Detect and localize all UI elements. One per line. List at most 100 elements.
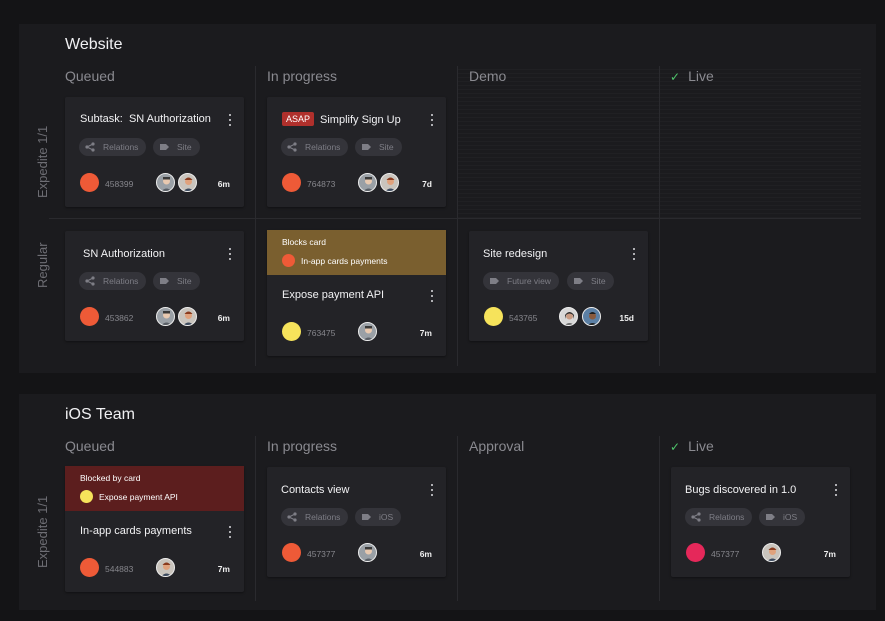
tag-site[interactable]: Site xyxy=(567,272,614,290)
tag-relations[interactable]: Relations xyxy=(685,508,753,526)
column-header-queued[interactable]: Queued xyxy=(65,68,115,84)
card-bugs-discovered[interactable]: Bugs discovered in 1.0 Relations iOS 457… xyxy=(671,467,850,577)
card-title: Contacts view xyxy=(281,484,350,496)
time-estimate: 7m xyxy=(217,564,230,574)
avatar[interactable] xyxy=(156,307,175,326)
tag-site[interactable]: Site xyxy=(153,138,200,156)
time-estimate: 6m xyxy=(217,313,230,323)
lane-label-regular: Regular xyxy=(35,242,50,288)
card-title: Bugs discovered in 1.0 xyxy=(685,484,797,496)
share-icon xyxy=(287,142,297,152)
priority-dot xyxy=(282,543,301,562)
card-contacts-view[interactable]: Contacts view Relations iOS 457377 6m xyxy=(267,467,446,577)
more-options-icon[interactable] xyxy=(228,248,232,260)
avatar[interactable] xyxy=(559,307,578,326)
column-header-queued[interactable]: Queued xyxy=(65,438,115,454)
card-title-text: SN Authorization xyxy=(128,113,211,125)
tag-label: Site xyxy=(379,142,394,152)
avatar[interactable] xyxy=(582,307,601,326)
column-header-in-progress[interactable]: In progress xyxy=(267,438,338,454)
column-header-live[interactable]: ✓ Live xyxy=(670,438,714,454)
blocked-by-card-banner[interactable]: Blocked by card Expose payment API xyxy=(65,466,244,511)
time-estimate: 6m xyxy=(419,549,432,559)
lane-divider xyxy=(49,218,861,219)
card-id: 543765 xyxy=(509,313,538,323)
column-header-demo[interactable]: Demo xyxy=(469,68,507,84)
card-subtask-sn-authorization[interactable]: Subtask: SN Authorization Relations Site… xyxy=(65,97,244,207)
card-title: In-app cards payments xyxy=(80,525,192,537)
more-options-icon[interactable] xyxy=(834,484,838,496)
card-site-redesign[interactable]: Site redesign Future view Site 543765 15… xyxy=(469,231,648,341)
priority-dot xyxy=(80,173,99,192)
avatar[interactable] xyxy=(178,173,197,192)
linked-card-dot xyxy=(282,254,295,267)
tag-future-view[interactable]: Future view xyxy=(483,272,559,290)
more-options-icon[interactable] xyxy=(632,248,636,260)
card-id: 544883 xyxy=(105,564,134,574)
priority-dot xyxy=(282,322,301,341)
column-header-in-progress[interactable]: In progress xyxy=(267,68,338,84)
card-in-app-cards-payments[interactable]: Blocked by card Expose payment API In-ap… xyxy=(65,466,244,592)
avatar[interactable] xyxy=(358,173,377,192)
tag-label: Relations xyxy=(709,512,745,522)
avatar[interactable] xyxy=(762,543,781,562)
column-header-live-label: Live xyxy=(688,68,714,84)
more-options-icon[interactable] xyxy=(430,290,434,302)
column-divider xyxy=(659,66,660,366)
avatar[interactable] xyxy=(380,173,399,192)
avatar[interactable] xyxy=(358,322,377,341)
tag-relations[interactable]: Relations xyxy=(281,138,349,156)
card-id: 457377 xyxy=(711,549,740,559)
avatar[interactable] xyxy=(156,173,175,192)
column-header-live-label: Live xyxy=(688,438,714,454)
card-simplify-sign-up[interactable]: ASAP Simplify Sign Up Relations Site 7648… xyxy=(267,97,446,207)
time-estimate: 6m xyxy=(217,179,230,189)
more-options-icon[interactable] xyxy=(430,484,434,496)
banner-title: Blocks card xyxy=(282,237,326,247)
linked-card-label: In-app cards payments xyxy=(301,256,388,266)
column-header-live[interactable]: ✓ Live xyxy=(670,68,714,84)
tag-ios[interactable]: iOS xyxy=(759,508,806,526)
tag-relations[interactable]: Relations xyxy=(79,272,147,290)
share-icon xyxy=(287,512,297,522)
linked-card-dot xyxy=(80,490,93,503)
card-id: 763475 xyxy=(307,328,336,338)
tag-site[interactable]: Site xyxy=(355,138,402,156)
avatar[interactable] xyxy=(156,558,175,577)
time-estimate: 15d xyxy=(619,313,634,323)
card-title: Site redesign xyxy=(483,248,548,260)
priority-dot xyxy=(80,307,99,326)
lane-label-expedite: Expedite 1/1 xyxy=(35,125,50,198)
asap-badge: ASAP xyxy=(282,112,315,126)
tag-ios[interactable]: iOS xyxy=(355,508,402,526)
avatar[interactable] xyxy=(178,307,197,326)
label-icon xyxy=(362,514,371,520)
card-sn-authorization[interactable]: SN Authorization Relations Site 453862 6… xyxy=(65,231,244,341)
tag-label: Future view xyxy=(507,276,551,286)
priority-dot xyxy=(282,173,301,192)
column-divider xyxy=(659,436,660,601)
tag-site[interactable]: Site xyxy=(153,272,200,290)
board-title: iOS Team xyxy=(65,406,135,423)
banner-title: Blocked by card xyxy=(80,473,141,483)
check-icon: ✓ xyxy=(670,440,681,454)
more-options-icon[interactable] xyxy=(430,114,434,126)
label-icon xyxy=(766,514,775,520)
tag-relations[interactable]: Relations xyxy=(79,138,147,156)
card-expose-payment-api[interactable]: Blocks card In-app cards payments Expose… xyxy=(267,230,446,356)
time-estimate: 7m xyxy=(419,328,432,338)
column-divider xyxy=(255,66,256,366)
more-options-icon[interactable] xyxy=(228,526,232,538)
column-header-approval[interactable]: Approval xyxy=(469,438,525,454)
avatar[interactable] xyxy=(358,543,377,562)
tag-relations[interactable]: Relations xyxy=(281,508,349,526)
share-icon xyxy=(85,276,95,286)
label-icon xyxy=(362,144,371,150)
tag-label: Relations xyxy=(305,142,341,152)
blocks-card-banner[interactable]: Blocks card In-app cards payments xyxy=(267,230,446,275)
priority-dot xyxy=(686,543,705,562)
more-options-icon[interactable] xyxy=(228,114,232,126)
label-icon xyxy=(574,278,583,284)
check-icon: ✓ xyxy=(670,70,681,84)
column-divider xyxy=(457,66,458,366)
